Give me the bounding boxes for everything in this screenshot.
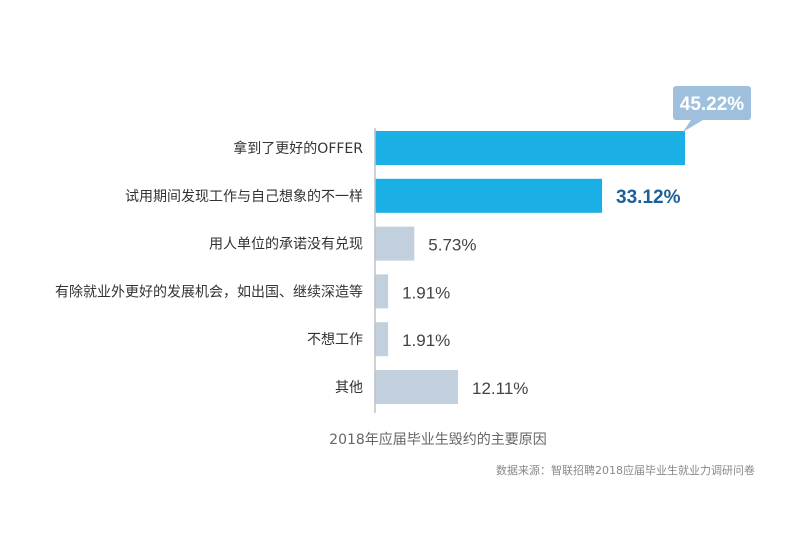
bar xyxy=(375,131,685,165)
bar xyxy=(375,370,459,404)
category-label: 拿到了更好的OFFER xyxy=(233,140,363,157)
chart-caption: 2018年应届毕业生毁约的主要原因 xyxy=(329,431,547,448)
value-label: 12.11% xyxy=(472,379,528,398)
callout: 45.22% xyxy=(673,86,751,132)
value-label: 33.12% xyxy=(616,187,681,208)
value-callout: 45.22% xyxy=(673,86,751,132)
category-labels: 拿到了更好的OFFER 试用期间发现工作与自己想象的不一样用人单位的承诺没有兑现有… xyxy=(55,140,363,396)
bars xyxy=(375,131,685,404)
category-label: 用人单位的承诺没有兑现 xyxy=(209,237,363,253)
data-source: 数据来源：智联招聘2018应届毕业生就业力调研问卷 xyxy=(496,463,755,477)
value-label: 5.73% xyxy=(428,236,476,255)
bar xyxy=(375,226,415,261)
value-label: 1.91% xyxy=(402,331,450,350)
callout-bubble xyxy=(673,86,751,120)
category-label: 试用期间发现工作与自己想象的不一样 xyxy=(125,189,363,205)
value-label: 45.22% xyxy=(680,94,745,115)
category-label: 不想工作 xyxy=(307,332,363,348)
value-label: 1.91% xyxy=(402,283,450,302)
category-label: 其他 xyxy=(335,380,363,396)
category-label: 有除就业外更好的发展机会，如出国、继续深造等 xyxy=(55,283,363,300)
bar xyxy=(375,178,603,213)
bar xyxy=(375,322,389,357)
value-labels: 33.12% 5.73% 1.91% 1.91% 12.11% xyxy=(402,187,681,398)
callout-pointer xyxy=(683,120,703,132)
bar xyxy=(375,274,389,309)
